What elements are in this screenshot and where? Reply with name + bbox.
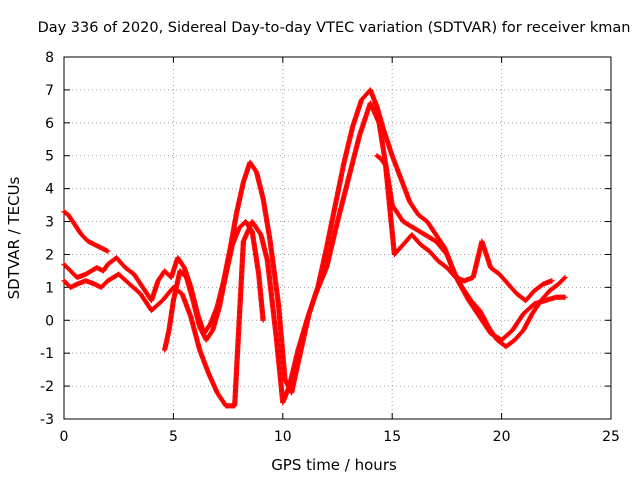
y-tick-label: 1 bbox=[45, 280, 54, 296]
x-tick-label: 10 bbox=[274, 429, 292, 445]
y-tick-label: 3 bbox=[45, 215, 54, 231]
y-tick-label: 2 bbox=[45, 247, 54, 263]
x-axis-ticks: 0 5 10 15 20 25 bbox=[60, 57, 620, 445]
y-tick-label: -1 bbox=[40, 346, 54, 362]
y-axis-label: SDTVAR / TECUs bbox=[5, 176, 23, 299]
x-tick-label: 15 bbox=[383, 429, 401, 445]
x-tick-label: 0 bbox=[60, 429, 69, 445]
data-points bbox=[61, 87, 568, 409]
y-tick-label: -2 bbox=[40, 379, 54, 395]
x-tick-label: 5 bbox=[169, 429, 178, 445]
y-tick-label: 0 bbox=[45, 313, 54, 329]
grid-lines bbox=[64, 57, 611, 419]
y-tick-label: -3 bbox=[40, 412, 54, 428]
x-axis-label: GPS time / hours bbox=[271, 456, 397, 474]
x-tick-label: 20 bbox=[493, 429, 511, 445]
chart-title: Day 336 of 2020, Sidereal Day-to-day VTE… bbox=[38, 20, 631, 36]
x-tick-label: 25 bbox=[602, 429, 620, 445]
plot-frame bbox=[63, 56, 612, 420]
y-tick-label: 8 bbox=[45, 50, 54, 66]
y-tick-label: 5 bbox=[45, 149, 54, 165]
y-tick-label: 6 bbox=[45, 116, 54, 132]
y-axis-ticks: -3 -2 -1 0 1 2 3 4 5 6 7 8 bbox=[40, 50, 611, 428]
y-tick-label: 7 bbox=[45, 83, 54, 99]
y-tick-label: 4 bbox=[45, 182, 54, 198]
